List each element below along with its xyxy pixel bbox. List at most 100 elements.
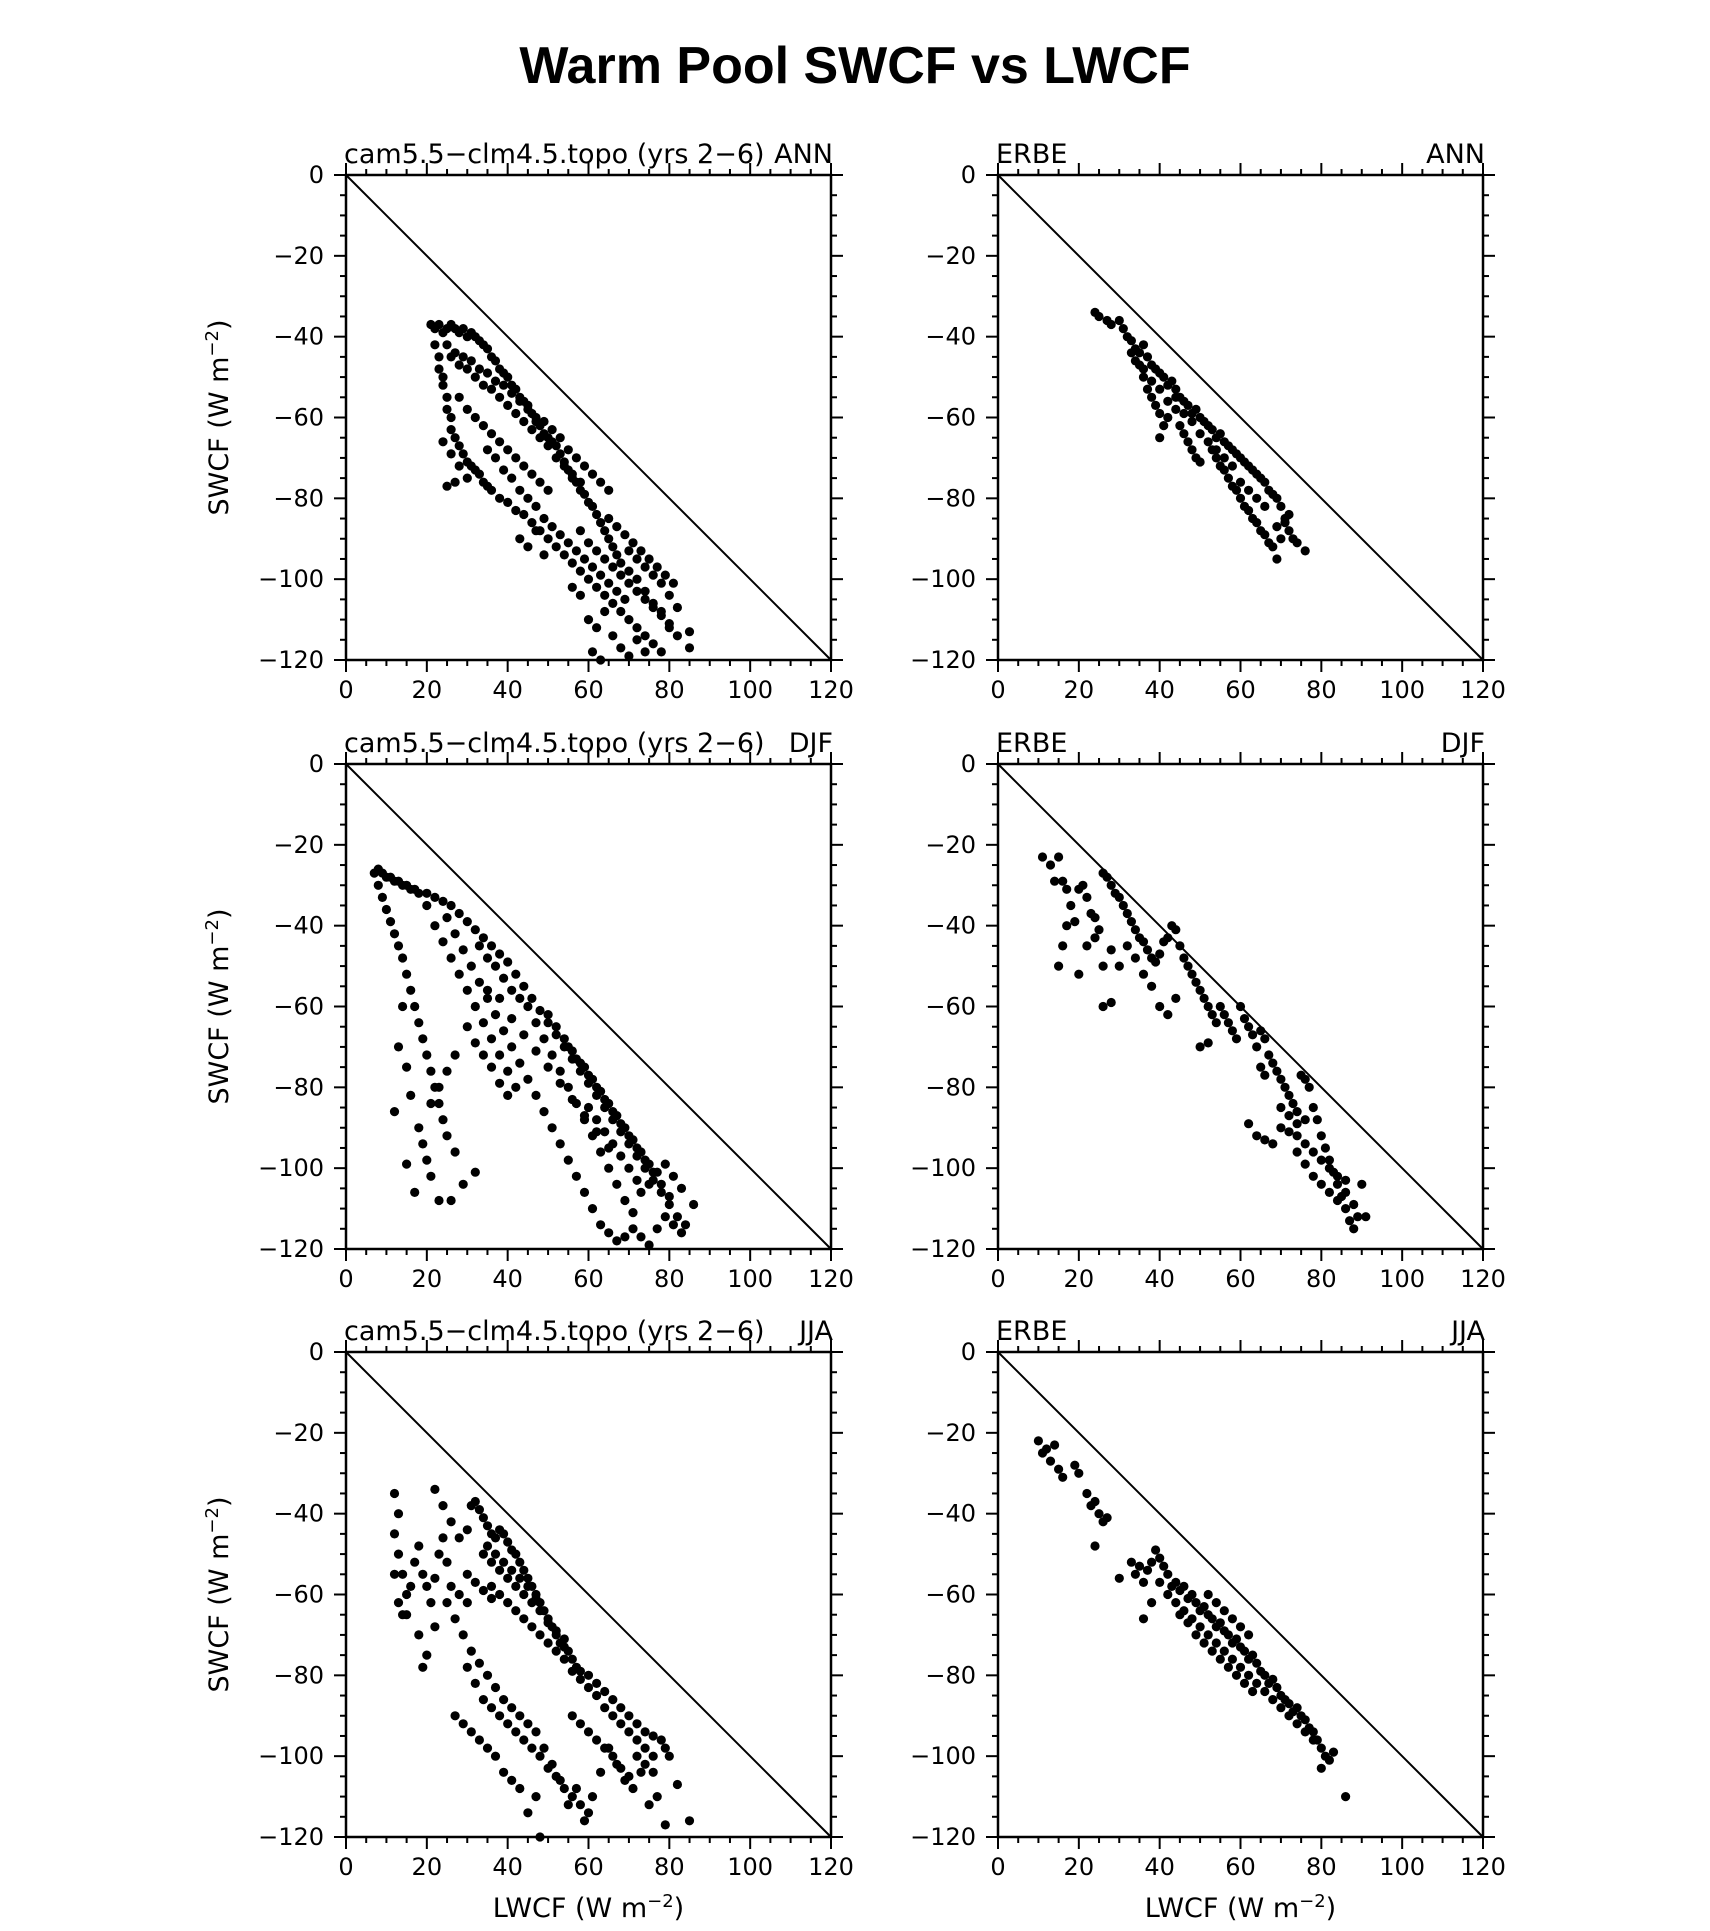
data-point <box>478 933 488 943</box>
data-point <box>596 1086 606 1096</box>
data-point <box>1094 925 1104 935</box>
data-point <box>503 1573 513 1583</box>
data-point <box>478 1585 488 1596</box>
data-point <box>398 1001 408 1012</box>
data-point <box>583 574 594 584</box>
data-point <box>1118 900 1128 911</box>
data-point <box>575 1666 586 1676</box>
data-point <box>499 1695 509 1705</box>
data-point <box>551 1030 561 1040</box>
data-point <box>1227 1614 1237 1624</box>
data-point <box>640 1743 650 1753</box>
data-point <box>616 606 626 617</box>
data-point <box>490 453 501 463</box>
data-point <box>434 352 444 362</box>
data-point <box>1114 315 1124 326</box>
data-point <box>1082 941 1092 951</box>
data-point <box>1235 1662 1246 1672</box>
data-point <box>660 1212 670 1222</box>
panel-title-left: ERBE <box>996 139 1067 170</box>
data-point <box>1090 1541 1100 1551</box>
data-point <box>503 497 513 507</box>
data-point <box>503 372 513 382</box>
data-point <box>1316 1131 1326 1141</box>
scatter-panel: 0 20 40 60 80 100 120 0 −20 −40 −60 −80 −100 −120 cam5… <box>202 139 854 704</box>
data-point <box>523 1808 533 1818</box>
x-tick-label: 20 <box>1064 1265 1095 1293</box>
data-point <box>539 1743 549 1753</box>
data-point <box>406 1090 416 1100</box>
data-point <box>1292 1107 1302 1117</box>
y-tick-label: −20 <box>273 242 324 270</box>
data-point <box>462 1525 472 1535</box>
data-point <box>1142 384 1153 394</box>
data-point <box>1199 993 1209 1004</box>
data-point <box>1122 941 1132 951</box>
data-point <box>1183 961 1193 971</box>
data-point <box>608 542 618 552</box>
data-point <box>531 1792 541 1802</box>
data-point <box>430 1622 440 1632</box>
panel-title-left: cam5.5−clm4.5.topo (yrs 2−6) <box>344 1316 765 1347</box>
data-point <box>1155 384 1165 394</box>
data-point <box>495 1050 505 1060</box>
data-point <box>620 1195 630 1206</box>
data-point <box>640 586 650 596</box>
data-point <box>1102 872 1112 882</box>
data-point <box>1252 1042 1262 1052</box>
data-point <box>684 1816 695 1826</box>
data-point <box>446 425 456 435</box>
data-point <box>1050 876 1060 886</box>
data-point <box>579 1816 590 1826</box>
data-point <box>410 1557 420 1567</box>
data-point <box>450 477 460 487</box>
data-point <box>1045 1456 1056 1466</box>
data-point <box>446 1517 456 1527</box>
data-point <box>1239 1014 1250 1024</box>
data-point <box>393 1598 404 1608</box>
data-point <box>543 1618 553 1628</box>
y-tick-label: −80 <box>273 1661 324 1689</box>
data-point <box>1195 985 1205 995</box>
data-point <box>616 1763 626 1773</box>
data-point <box>430 1484 440 1494</box>
data-point <box>1231 1034 1242 1044</box>
data-point <box>612 1179 622 1189</box>
data-point <box>567 1654 577 1664</box>
data-point <box>1353 1212 1363 1222</box>
y-tick-label: −80 <box>925 1073 976 1101</box>
data-point <box>1155 1553 1165 1563</box>
data-point <box>458 352 468 362</box>
data-point <box>389 1488 400 1499</box>
data-point <box>442 1066 452 1076</box>
data-point <box>1142 352 1153 362</box>
data-point <box>632 1175 642 1185</box>
data-point <box>1098 1001 1108 1012</box>
data-point <box>1349 1224 1359 1234</box>
data-point <box>1090 933 1100 943</box>
data-point <box>664 590 674 600</box>
data-point <box>604 1228 614 1238</box>
y-tick-label: −60 <box>925 1581 976 1609</box>
data-point <box>438 1533 448 1543</box>
data-point <box>1050 1440 1060 1450</box>
data-point <box>559 1034 569 1044</box>
data-point <box>579 554 590 564</box>
x-tick-label: 0 <box>990 1265 1005 1293</box>
data-point <box>1147 392 1157 402</box>
data-point <box>680 1220 691 1230</box>
data-point <box>563 1800 573 1810</box>
data-point <box>1191 977 1201 987</box>
data-point <box>664 1191 674 1202</box>
data-point <box>575 477 586 487</box>
data-point <box>1211 445 1221 455</box>
data-point <box>1207 1614 1217 1624</box>
data-point <box>482 1521 493 1531</box>
data-point <box>612 586 622 596</box>
data-point <box>1207 1010 1217 1020</box>
data-point <box>1171 404 1181 414</box>
data-point <box>1126 336 1136 346</box>
data-point <box>515 534 525 544</box>
x-tick-label: 0 <box>338 1853 353 1881</box>
data-point <box>1231 1634 1242 1644</box>
